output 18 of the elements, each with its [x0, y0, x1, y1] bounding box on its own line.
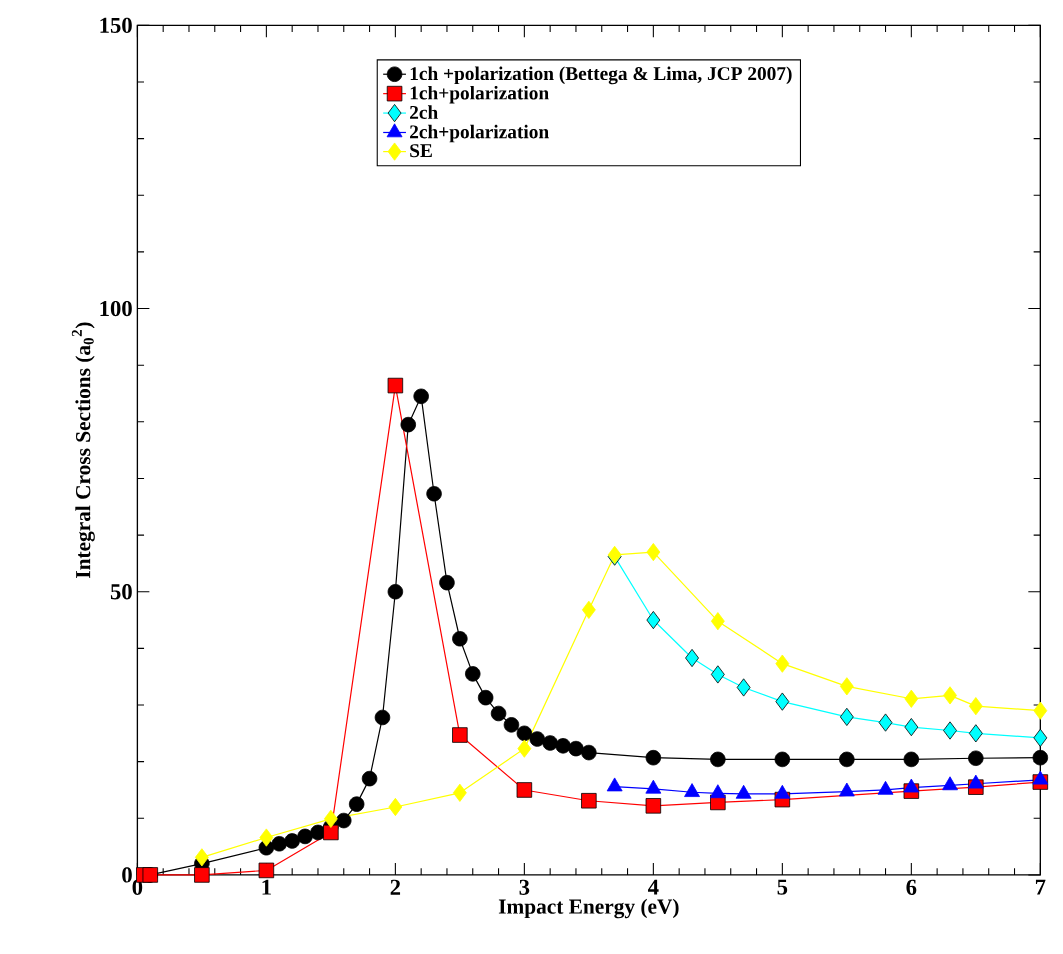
legend-label: 1ch +polarization (Bettega & Lima, JCP 2007) — [410, 66, 792, 85]
x-tick-label: 4 — [648, 879, 659, 895]
legend-label: 1ch+polarization — [410, 86, 549, 104]
legend-label: 2ch — [410, 105, 438, 120]
x-tick-label: 7 — [1035, 879, 1046, 895]
x-axis-title: Impact Energy (eV) — [498, 898, 679, 919]
x-tick-label: 6 — [906, 879, 917, 896]
y-tick-label: 100 — [100, 301, 132, 317]
y-tick-label: 50 — [110, 584, 132, 600]
legend-label: 2ch+polarization — [410, 124, 549, 143]
y-tick-label: 150 — [100, 17, 132, 34]
legend-label: SE — [410, 144, 432, 158]
x-tick-label: 1 — [262, 879, 271, 895]
x-tick-label: 3 — [519, 879, 530, 896]
x-tick-label: 2 — [390, 879, 401, 895]
y-axis-title: Integral Cross Sections (a$_{0}$$^{2}$) — [71, 322, 95, 579]
x-tick-label: 5 — [777, 879, 788, 895]
y-tick-label: 0 — [122, 867, 132, 883]
